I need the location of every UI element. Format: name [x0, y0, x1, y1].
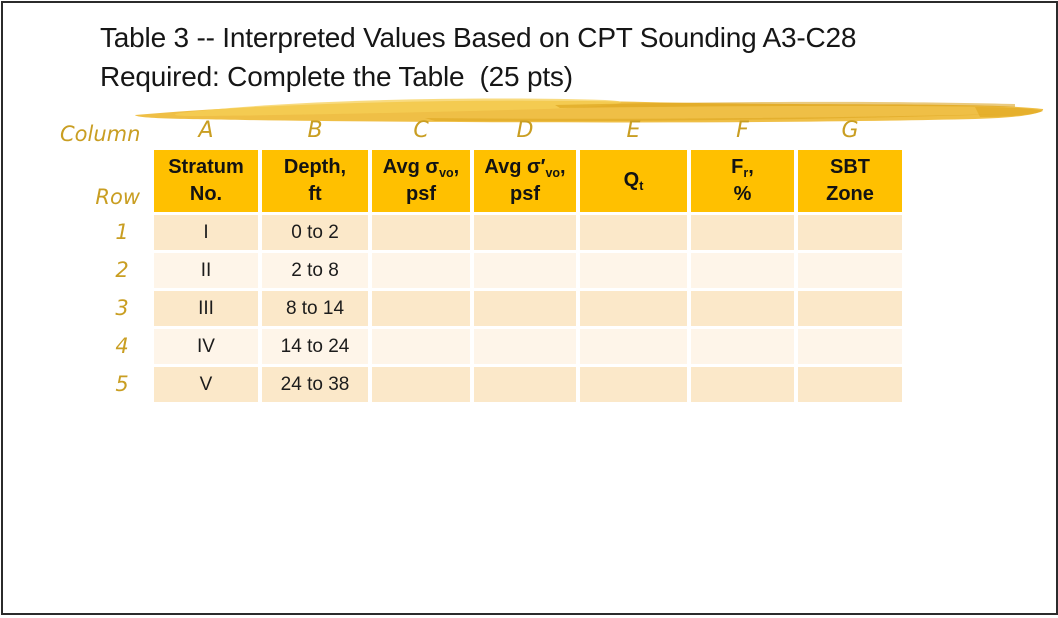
header-depth: Depth, ft [262, 150, 368, 212]
page-title: Table 3 -- Interpreted Values Based on C… [100, 18, 856, 96]
cell-r2-stratum: II [154, 253, 258, 288]
cell-r2-depth: 2 to 8 [262, 253, 368, 288]
row-axis-label: Row [95, 185, 140, 209]
cell-r5-avg-svo-eff [474, 367, 576, 402]
column-letter-a: A [198, 118, 214, 143]
column-letter-e: E [626, 118, 641, 143]
row-number-2: 2 [115, 258, 129, 282]
cell-r2-qt [580, 253, 687, 288]
cell-r1-avg-svo-eff [474, 215, 576, 250]
row-numbers: 1 2 3 4 5 [100, 215, 144, 405]
cell-r3-fr [691, 291, 794, 326]
column-letters: A B C D E F G [154, 116, 902, 146]
cell-r4-qt [580, 329, 687, 364]
cell-r1-depth: 0 to 2 [262, 215, 368, 250]
cell-r1-stratum: I [154, 215, 258, 250]
cell-r1-avg-svo [372, 215, 470, 250]
cell-r3-stratum: III [154, 291, 258, 326]
cell-r4-stratum: IV [154, 329, 258, 364]
header-fr: Fr, % [691, 150, 794, 212]
header-sbt-zone: SBT Zone [798, 150, 902, 212]
cell-r5-avg-svo [372, 367, 470, 402]
header-text: No. [189, 183, 223, 205]
cell-r4-fr [691, 329, 794, 364]
header-text: Zone [826, 183, 874, 205]
cell-r3-avg-svo-eff [474, 291, 576, 326]
column-letter-d: D [516, 118, 534, 143]
header-text: Depth, [283, 156, 347, 178]
header-avg-sigma-vo: Avg σvo, psf [372, 150, 470, 212]
column-letter-c: C [413, 118, 429, 143]
header-avg-sigma-vo-effective: Avg σ′vo, psf [474, 150, 576, 212]
cell-r5-sbt [798, 367, 902, 402]
cell-r3-sbt [798, 291, 902, 326]
header-text: Qt [623, 168, 644, 193]
header-text: Avg σvo, [382, 156, 460, 180]
cell-r5-fr [691, 367, 794, 402]
highlighter-stroke-icon [135, 98, 1044, 123]
header-text: Fr, [731, 156, 754, 180]
cell-r4-avg-svo-eff [474, 329, 576, 364]
cell-r4-depth: 14 to 24 [262, 329, 368, 364]
cpt-table: Stratum No. Depth, ft Avg σvo, psf Avg σ… [154, 150, 902, 402]
header-text: psf [510, 183, 540, 205]
column-axis-label: Column [60, 122, 141, 146]
header-text: psf [406, 183, 436, 205]
header-text: Avg σ′vo, [484, 156, 566, 180]
cell-r2-avg-svo-eff [474, 253, 576, 288]
header-text: Stratum [168, 156, 244, 178]
cell-r2-sbt [798, 253, 902, 288]
cell-r1-sbt [798, 215, 902, 250]
header-text: % [733, 183, 752, 205]
cell-r2-fr [691, 253, 794, 288]
cell-r4-sbt [798, 329, 902, 364]
header-text: SBT [830, 156, 870, 178]
column-letter-f: F [736, 118, 749, 143]
header-stratum-no: Stratum No. [154, 150, 258, 212]
cell-r5-qt [580, 367, 687, 402]
column-letter-b: B [307, 118, 323, 143]
cell-r5-stratum: V [154, 367, 258, 402]
cell-r3-depth: 8 to 14 [262, 291, 368, 326]
row-number-3: 3 [115, 296, 129, 320]
cell-r3-qt [580, 291, 687, 326]
row-number-5: 5 [115, 372, 129, 396]
cell-r3-avg-svo [372, 291, 470, 326]
cell-r2-avg-svo [372, 253, 470, 288]
column-letter-g: G [841, 118, 859, 143]
cell-r5-depth: 24 to 38 [262, 367, 368, 402]
cell-r1-qt [580, 215, 687, 250]
cell-r1-fr [691, 215, 794, 250]
title-line-2: Required: Complete the Table (25 pts) [100, 61, 573, 92]
row-number-1: 1 [115, 220, 129, 244]
row-number-4: 4 [115, 334, 129, 358]
cell-r4-avg-svo [372, 329, 470, 364]
header-qt: Qt [580, 150, 687, 212]
title-line-1: Table 3 -- Interpreted Values Based on C… [100, 22, 857, 53]
header-text: ft [308, 183, 322, 205]
